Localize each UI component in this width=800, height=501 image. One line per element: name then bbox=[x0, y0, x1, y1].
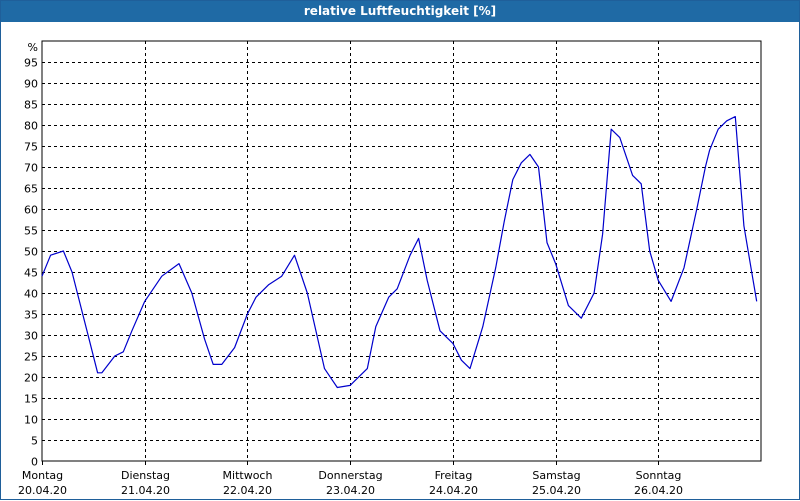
y-tick-label: 35 bbox=[24, 309, 38, 322]
y-tick-label: 45 bbox=[24, 267, 38, 280]
y-tick-label: 95 bbox=[24, 57, 38, 70]
x-tick-date: 21.04.20 bbox=[121, 484, 170, 497]
x-tick-day: Freitag bbox=[435, 469, 473, 482]
y-tick-label: 80 bbox=[24, 120, 38, 133]
x-tick-date: 22.04.20 bbox=[223, 484, 272, 497]
y-tick-label: 40 bbox=[24, 288, 38, 301]
x-tick-day: Dienstag bbox=[121, 469, 170, 482]
x-tick-day: Samstag bbox=[532, 469, 580, 482]
y-tick-label: 30 bbox=[24, 330, 38, 343]
y-tick-label: 10 bbox=[24, 414, 38, 427]
y-tick-label: 20 bbox=[24, 372, 38, 385]
y-tick-label: 65 bbox=[24, 183, 38, 196]
x-tick-date: 26.04.20 bbox=[634, 484, 683, 497]
x-tick-date: 20.04.20 bbox=[18, 484, 67, 497]
x-tick-day: Sonntag bbox=[636, 469, 682, 482]
x-tick-day: Mittwoch bbox=[223, 469, 273, 482]
series-line bbox=[41, 115, 758, 389]
x-tick-day: Donnerstag bbox=[318, 469, 382, 482]
y-tick-label: 70 bbox=[24, 162, 38, 175]
y-axis-unit: % bbox=[28, 41, 38, 54]
y-tick-label: 60 bbox=[24, 204, 38, 217]
x-tick-day: Montag bbox=[22, 469, 63, 482]
x-tick-date: 23.04.20 bbox=[326, 484, 375, 497]
x-tick-date: 24.04.20 bbox=[429, 484, 478, 497]
plot-area bbox=[41, 40, 762, 462]
y-tick-label: 85 bbox=[24, 99, 38, 112]
y-tick-label: 50 bbox=[24, 246, 38, 259]
y-tick-label: 90 bbox=[24, 78, 38, 91]
y-tick-label: 0 bbox=[31, 456, 38, 469]
chart-title: relative Luftfeuchtigkeit [%] bbox=[1, 1, 799, 22]
y-tick-label: 75 bbox=[24, 141, 38, 154]
y-tick-label: 55 bbox=[24, 225, 38, 238]
y-tick-label: 5 bbox=[31, 435, 38, 448]
y-tick-label: 25 bbox=[24, 351, 38, 364]
x-tick-date: 25.04.20 bbox=[532, 484, 581, 497]
y-tick-label: 15 bbox=[24, 393, 38, 406]
